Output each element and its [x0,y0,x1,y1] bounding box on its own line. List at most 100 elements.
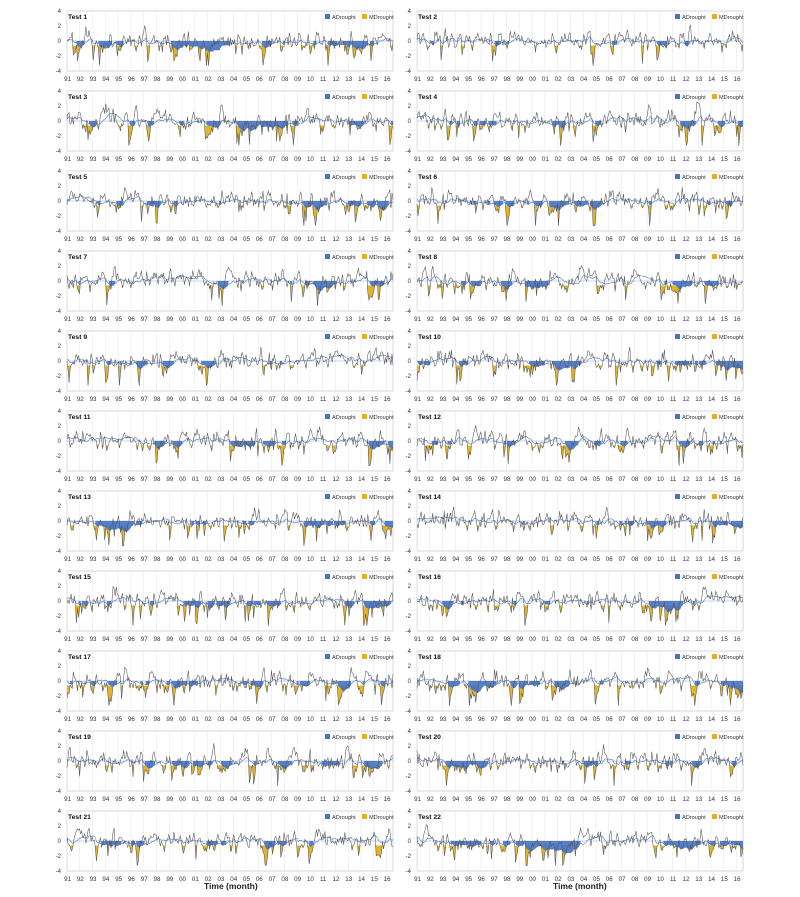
x-tick-label: 16 [384,476,391,483]
panel-title: Test 15 [68,574,91,581]
legend-label-mdrought: MDrought [719,335,744,341]
y-tick-label: 2 [408,104,412,110]
x-tick-label: 95 [465,316,472,323]
y-tick-label: -2 [406,774,412,780]
x-tick-label: 10 [657,636,664,643]
x-tick-label: 00 [529,636,536,643]
x-tick-label: 92 [77,556,84,563]
legend-swatch-mdrought [362,334,367,339]
chart-panel: 4 2 0 -2 -4 91 92 93 94 95 96 97 98 99 00 01 02 03 04 05 06 0… [37,641,403,731]
x-tick-label: 91 [414,876,421,883]
x-tick-label: 12 [333,396,340,403]
x-tick-label: 92 [427,476,434,483]
adrought-index-line [416,274,744,290]
legend-label-mdrought: MDrought [719,495,744,501]
x-tick-label: 12 [333,236,340,243]
x-tick-label: 13 [345,556,352,563]
x-tick-label: 01 [192,76,199,83]
legend-swatch-adrought [325,734,330,739]
x-tick-label: 99 [166,316,173,323]
legend-swatch-adrought [675,94,680,99]
x-tick-label: 04 [230,316,237,323]
x-tick-label: 07 [619,556,626,563]
x-tick-label: 98 [154,156,161,163]
x-tick-label: 06 [256,236,263,243]
x-tick-label: 95 [115,236,122,243]
panel-svg: 4 2 0 -2 -491 92 93 94 95 96 97 98 99 00 01 02 03 04 05 06 0… [56,329,394,403]
x-tick-label: 06 [606,316,613,323]
x-tick-label: 95 [115,636,122,643]
x-tick-label: 95 [115,76,122,83]
x-tick-label: 03 [567,636,574,643]
x-tick-label: 93 [440,76,447,83]
x-tick-label: 06 [606,716,613,723]
adrought-area [449,121,743,130]
legend-swatch-mdrought [362,94,367,99]
x-tick-label: 02 [205,636,212,643]
x-tick-label: 97 [141,796,148,803]
x-tick-label: 11 [320,556,327,563]
x-tick-label: 06 [256,636,263,643]
x-tick-label: 07 [269,796,276,803]
adrought-area [106,361,282,369]
legend-swatch-adrought [675,814,680,819]
x-tick-label: 03 [567,156,574,163]
x-tick-label: 94 [452,796,459,803]
x-tick-label: 07 [619,316,626,323]
x-tick-label: 92 [77,156,84,163]
mdrought-index-line [416,101,744,146]
panel-svg: 4 2 0 -2 -491 92 93 94 95 96 97 98 99 00 01 02 03 04 05 06 0… [406,489,744,563]
chart-panel: 4 2 0 -2 -4 91 92 93 94 95 96 97 98 99 00 01 02 03 04 05 06 0… [37,561,403,651]
y-tick-label: 4 [58,169,62,175]
x-tick-label: 95 [465,476,472,483]
legend-label-mdrought: MDrought [369,495,394,501]
x-tick-label: 14 [358,156,365,163]
x-tick-label: 00 [529,396,536,403]
x-tick-label: 13 [695,876,702,883]
chart-panel: 4 2 0 -2 -4 91 92 93 94 95 96 97 98 99 00 01 02 03 04 05 06 0… [37,721,403,811]
x-tick-label: 13 [695,316,702,323]
y-tick-label: 4 [58,89,62,95]
y-tick-label: 4 [408,649,412,655]
y-tick-label: -4 [56,69,62,75]
chart-panel: 4 2 0 -2 -4 91 92 93 94 95 96 97 98 99 00 01 02 03 04 05 06 0… [37,161,403,251]
legend-swatch-mdrought [712,334,717,339]
x-tick-label: 05 [593,316,600,323]
x-tick-label: 11 [320,476,327,483]
panel-title: Test 9 [68,334,87,341]
y-tick-label: -2 [406,54,412,60]
x-tick-label: 05 [243,716,250,723]
chart-panel: 4 2 0 -2 -4 91 92 93 94 95 96 97 98 99 00 01 02 03 04 05 06 0… [387,161,753,251]
legend-label-mdrought: MDrought [369,335,394,341]
x-tick-label: 10 [657,396,664,403]
mdrought-index-line [66,507,394,547]
x-tick-label: 92 [427,76,434,83]
x-tick-label: 95 [115,716,122,723]
x-tick-label: 04 [580,876,587,883]
legend-label-adrought: ADrought [682,335,706,341]
x-tick-label: 15 [371,636,378,643]
x-tick-label: 03 [217,636,224,643]
panel-title: Test 2 [418,14,437,21]
x-tick-label: 97 [141,876,148,883]
x-tick-label: 16 [734,316,741,323]
y-tick-label: 0 [408,119,412,125]
x-tick-label: 12 [683,156,690,163]
x-tick-label: 13 [695,396,702,403]
x-tick-label: 91 [414,396,421,403]
x-tick-label: 02 [205,156,212,163]
x-tick-label: 12 [333,636,340,643]
y-tick-label: 4 [408,409,412,415]
x-tick-label: 07 [619,396,626,403]
x-tick-label: 97 [141,156,148,163]
legend-label-adrought: ADrought [332,255,356,261]
x-tick-label: 08 [281,716,288,723]
x-tick-label: 14 [358,476,365,483]
x-tick-label: 07 [269,76,276,83]
x-tick-label: 01 [192,556,199,563]
x-tick-label: 02 [205,316,212,323]
x-tick-label: 91 [64,556,71,563]
x-tick-label: 96 [128,796,135,803]
y-tick-label: 0 [58,599,62,605]
